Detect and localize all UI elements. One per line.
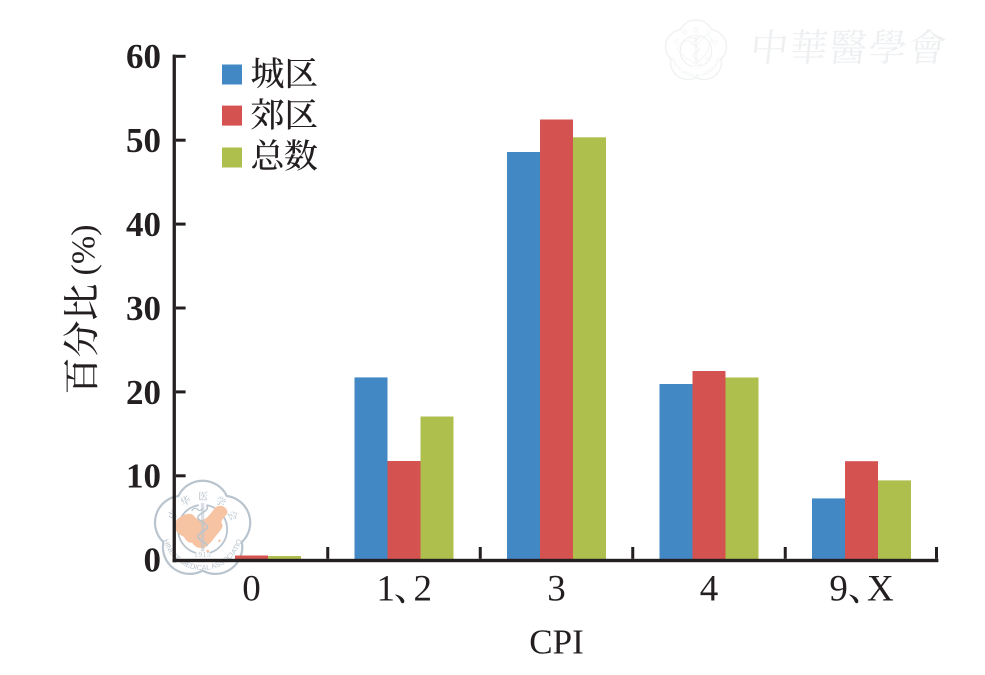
svg-text:1: 1 <box>377 569 396 610</box>
svg-text:0: 0 <box>144 541 162 580</box>
svg-text:4: 4 <box>700 569 719 610</box>
svg-text:X: X <box>867 569 894 610</box>
svg-text:20: 20 <box>126 373 161 412</box>
svg-text:40: 40 <box>126 205 161 244</box>
svg-text:60: 60 <box>126 37 161 76</box>
svg-text:(%): (%) <box>66 225 103 276</box>
svg-text:1915: 1915 <box>194 550 211 559</box>
svg-text:30: 30 <box>126 289 161 328</box>
svg-text:2: 2 <box>414 569 433 610</box>
svg-text:10: 10 <box>126 457 161 496</box>
svg-text:9: 9 <box>829 569 848 610</box>
svg-text:3: 3 <box>547 569 566 610</box>
svg-text:1915: 1915 <box>691 66 702 71</box>
svg-text:CPI: CPI <box>529 623 583 662</box>
svg-text:50: 50 <box>126 121 161 160</box>
svg-text:0: 0 <box>242 569 261 610</box>
